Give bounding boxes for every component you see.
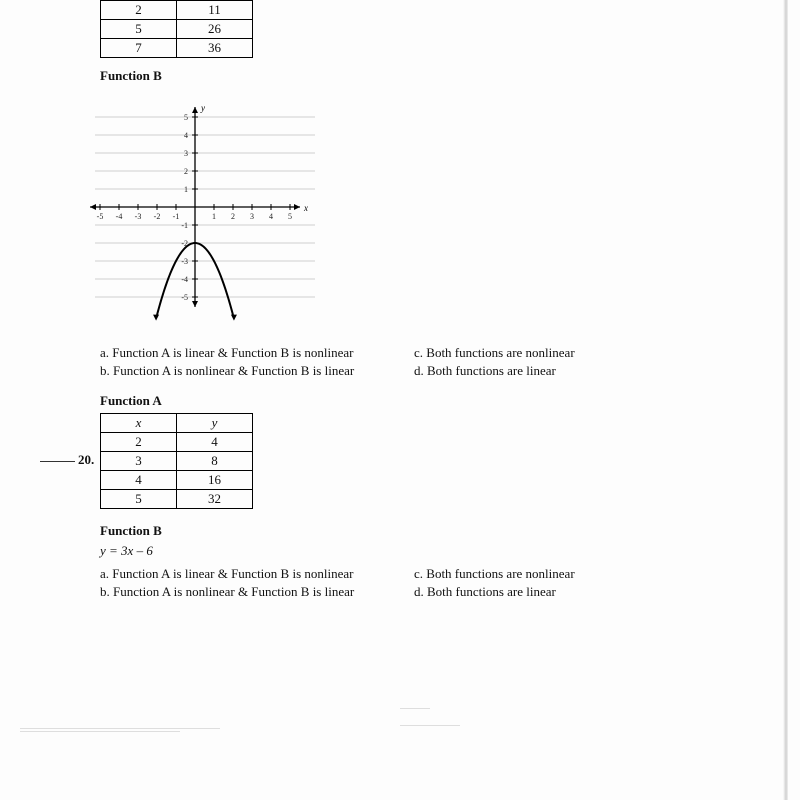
choice-b: b. Function A is nonlinear & Function B …	[100, 362, 390, 380]
svg-text:5: 5	[184, 113, 188, 122]
scan-artifact	[20, 731, 180, 732]
q20-function-a-title: Function A	[100, 393, 800, 409]
scan-edge-shadow	[783, 0, 788, 800]
table-cell: 26	[177, 20, 253, 39]
svg-text:4: 4	[184, 131, 188, 140]
q19-parabola-graph: -5-4-3-2-112345-5-4-3-2-112345yx	[75, 92, 315, 322]
table-cell: 2	[101, 1, 177, 20]
q20-function-b-equation: y = 3x – 6	[100, 543, 800, 559]
svg-text:-3: -3	[135, 212, 142, 221]
svg-text:1: 1	[184, 185, 188, 194]
table-cell: 8	[177, 452, 253, 471]
q19-function-a-table: 211 526 736	[100, 0, 253, 58]
table-cell: 32	[177, 490, 253, 509]
svg-text:-5: -5	[97, 212, 104, 221]
svg-text:2: 2	[184, 167, 188, 176]
svg-text:y: y	[200, 103, 205, 113]
table-cell: 5	[101, 20, 177, 39]
choice-c: c. Both functions are nonlinear	[414, 344, 704, 362]
q20-function-a-table: x y 24 38 416 532	[100, 413, 253, 509]
svg-text:2: 2	[231, 212, 235, 221]
svg-text:x: x	[303, 203, 308, 213]
q19-answer-choices: a. Function A is linear & Function B is …	[100, 344, 800, 379]
svg-text:1: 1	[212, 212, 216, 221]
table-cell: 2	[101, 433, 177, 452]
svg-text:-2: -2	[154, 212, 161, 221]
q20-answer-choices: a. Function A is linear & Function B is …	[100, 565, 800, 600]
q19-function-b-title: Function B	[100, 68, 800, 84]
svg-text:-4: -4	[116, 212, 123, 221]
svg-text:-1: -1	[173, 212, 180, 221]
svg-text:3: 3	[250, 212, 254, 221]
table-header: y	[177, 414, 253, 433]
choice-d: d. Both functions are linear	[414, 362, 704, 380]
q20-function-b-title: Function B	[100, 523, 800, 539]
table-cell: 3	[101, 452, 177, 471]
question-number-20: 20.	[40, 452, 94, 468]
table-cell: 5	[101, 490, 177, 509]
table-cell: 11	[177, 1, 253, 20]
choice-c: c. Both functions are nonlinear	[414, 565, 704, 583]
table-cell: 36	[177, 39, 253, 58]
table-cell: 7	[101, 39, 177, 58]
scan-artifact	[400, 708, 430, 709]
table-cell: 4	[177, 433, 253, 452]
choice-b: b. Function A is nonlinear & Function B …	[100, 583, 390, 601]
scan-artifact	[400, 725, 460, 726]
table-cell: 4	[101, 471, 177, 490]
choice-a: a. Function A is linear & Function B is …	[100, 344, 390, 362]
svg-text:-1: -1	[181, 221, 188, 230]
choice-d: d. Both functions are linear	[414, 583, 704, 601]
svg-text:5: 5	[288, 212, 292, 221]
svg-text:-4: -4	[181, 275, 188, 284]
svg-text:4: 4	[269, 212, 273, 221]
choice-a: a. Function A is linear & Function B is …	[100, 565, 390, 583]
svg-text:3: 3	[184, 149, 188, 158]
table-header: x	[101, 414, 177, 433]
table-cell: 16	[177, 471, 253, 490]
scan-artifact	[20, 728, 220, 729]
svg-text:-5: -5	[181, 293, 188, 302]
svg-text:-3: -3	[181, 257, 188, 266]
